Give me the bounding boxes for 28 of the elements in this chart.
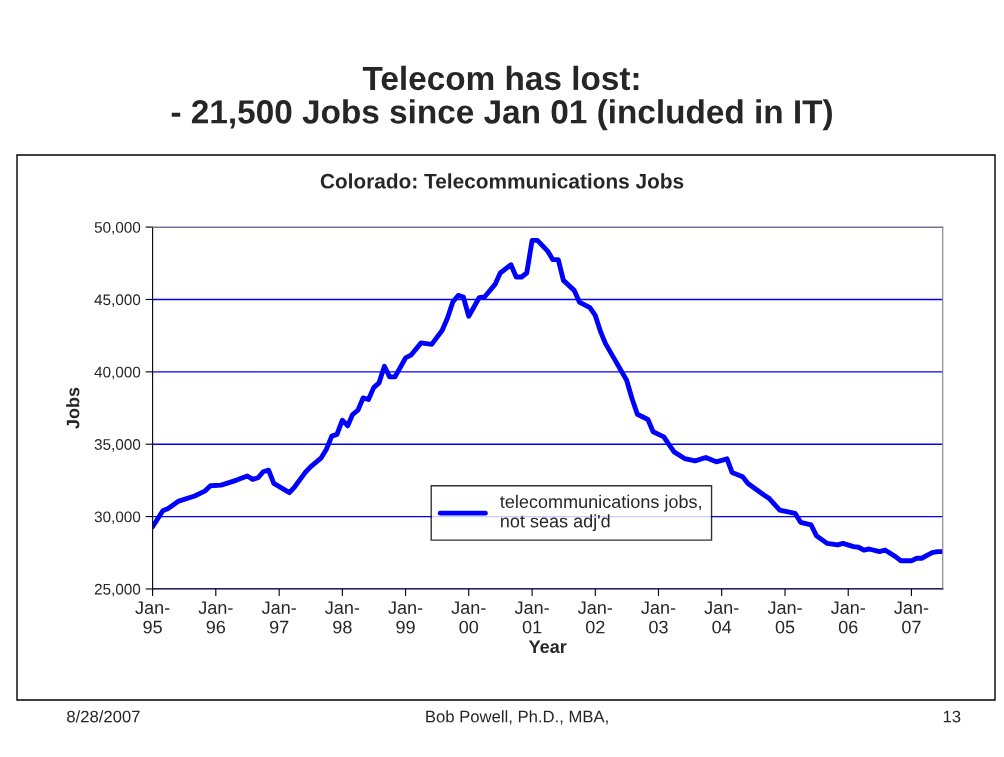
y-tick-label: 50,000: [94, 221, 141, 235]
x-axis-title: Year: [528, 640, 567, 654]
x-tick-label: Jan- 01: [514, 601, 549, 634]
x-tick-label: Jan- 05: [767, 601, 802, 634]
x-tick-label: Jan- 02: [578, 601, 613, 634]
text: 8/28/2007: [67, 710, 140, 723]
y-tick-label: 25,000: [94, 583, 141, 597]
x-tick-label: Jan- 04: [704, 601, 739, 634]
legend-label: telecommunications jobs, not seas adj'd: [500, 494, 701, 532]
x-tick-label: Jan- 96: [198, 601, 233, 634]
line-series: [152, 237, 943, 564]
x-tick-label: Jan- 99: [388, 601, 423, 634]
x-tick-label: Jan- 95: [135, 601, 170, 634]
y-axis-title: Jobs: [66, 387, 80, 429]
text: Bob Powell, Ph.D., MBA,: [426, 710, 608, 725]
text: 13: [943, 710, 961, 723]
chart-subtitle: Colorado: Telecommunications Jobs: [320, 173, 684, 189]
x-tick-label: Jan- 03: [641, 601, 676, 634]
y-tick-label: 35,000: [94, 439, 141, 452]
chart-title: Telecom has lost: - 21,500 Jobs since Jan 01 (included in IT): [171, 65, 832, 131]
x-tick-label: Jan- 00: [451, 601, 486, 634]
x-tick-label: Jan- 97: [261, 601, 296, 634]
x-tick-label: Jan- 07: [894, 601, 929, 634]
x-tick-label: Jan- 98: [325, 601, 360, 634]
x-tick-label: Jan- 06: [830, 601, 865, 634]
y-tick-label: 45,000: [94, 294, 141, 307]
y-tick-label: 40,000: [94, 366, 141, 380]
y-tick-label: 30,000: [94, 511, 141, 525]
